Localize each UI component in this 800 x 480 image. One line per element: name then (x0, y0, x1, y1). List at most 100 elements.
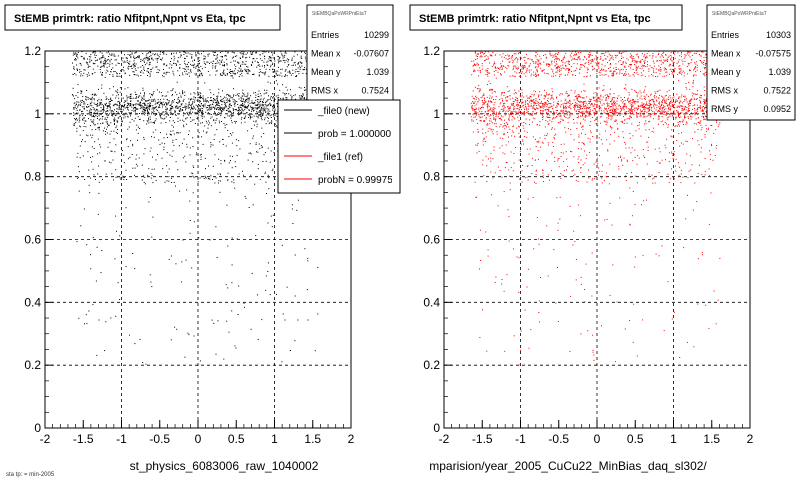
left-scatter-point (170, 90, 172, 92)
right-scatter-point (678, 101, 680, 103)
left-scatter-point (165, 111, 167, 113)
left-scatter-point (215, 65, 217, 67)
right-scatter-point (609, 202, 611, 204)
left-scatter-point (268, 177, 270, 179)
right-scatter-point (507, 54, 509, 56)
left-scatter-point (113, 55, 115, 57)
left-scatter-point (92, 68, 94, 70)
left-scatter-point (243, 302, 245, 304)
left-scatter-point (180, 96, 182, 98)
right-scatter-point (706, 128, 707, 130)
left-scatter-point (269, 82, 271, 84)
left-scatter-point (75, 121, 77, 123)
left-scatter-point (301, 97, 303, 99)
right-scatter-point (518, 53, 519, 55)
left-scatter-point (124, 107, 126, 109)
left-scatter-point (196, 99, 198, 101)
right-scatter-point (687, 177, 689, 179)
left-scatter-point (273, 115, 275, 117)
left-scatter-point (119, 177, 121, 179)
left-scatter-point (105, 173, 107, 175)
right-scatter-point (619, 53, 621, 55)
left-scatter-point (169, 63, 171, 65)
left-scatter-point (198, 237, 200, 239)
right-scatter-point (669, 104, 670, 106)
left-scatter-point (78, 101, 80, 103)
left-scatter-point (154, 108, 156, 110)
left-scatter-point (281, 54, 283, 56)
right-scatter-point (549, 106, 551, 108)
left-scatter-point (152, 92, 154, 94)
left-scatter-point (230, 160, 231, 162)
left-scatter-point (137, 108, 139, 110)
left-scatter-point (113, 112, 115, 114)
left-scatter-point (101, 84, 103, 86)
left-scatter-point (115, 169, 117, 171)
left-scatter-point (230, 61, 232, 63)
right-scatter-point (530, 69, 532, 71)
left-scatter-point (193, 67, 195, 68)
right-scatter-point (603, 110, 605, 112)
left-scatter-point (86, 323, 88, 325)
left-scatter-point (93, 174, 95, 176)
left-scatter-point (123, 62, 125, 64)
left-scatter-point (140, 75, 142, 76)
left-scatter-point (199, 60, 201, 62)
right-scatter-point (687, 63, 689, 65)
left-scatter-point (261, 109, 263, 111)
left-scatter-point (175, 263, 177, 265)
right-scatter-point (671, 112, 672, 114)
left-scatter-point (127, 87, 129, 89)
right-scatter-point (472, 114, 474, 116)
left-scatter-point (242, 105, 244, 107)
right-scatter-point (588, 169, 589, 171)
left-scatter-point (172, 139, 174, 141)
right-scatter-point (673, 243, 674, 245)
left-scatter-point (301, 57, 303, 59)
right-scatter-point (659, 73, 661, 75)
right-scatter-point (485, 155, 487, 157)
left-ytick-label: 0.4 (24, 295, 41, 309)
left-scatter-point (102, 104, 104, 106)
left-scatter-point (238, 110, 240, 112)
right-scatter-point (672, 60, 674, 62)
left-scatter-point (262, 111, 264, 113)
left-scatter-point (174, 122, 176, 124)
right-scatter-point (681, 59, 683, 61)
right-scatter-point (665, 54, 667, 56)
left-scatter-point (184, 105, 186, 107)
left-scatter-point (82, 101, 84, 103)
right-scatter-point (535, 169, 537, 171)
left-scatter-point (195, 74, 197, 76)
left-scatter-point (225, 106, 227, 108)
left-scatter-point (193, 63, 195, 65)
right-scatter-point (523, 112, 525, 114)
left-scatter-point (177, 102, 179, 104)
left-scatter-point (271, 121, 273, 123)
right-scatter-point (535, 66, 537, 68)
left-scatter-point (238, 98, 240, 100)
left-scatter-point (125, 266, 127, 267)
left-scatter-point (294, 94, 296, 96)
left-scatter-point (82, 130, 84, 132)
left-scatter-point (74, 72, 76, 74)
right-scatter-point (694, 67, 696, 69)
left-scatter-point (298, 86, 300, 88)
left-scatter-point (245, 63, 247, 65)
left-scatter-point (130, 140, 132, 142)
right-scatter-point (615, 55, 617, 57)
left-scatter-point (267, 110, 269, 112)
left-scatter-point (227, 98, 228, 100)
left-scatter-point (149, 103, 151, 105)
left-scatter-point (84, 141, 86, 143)
left-scatter-point (89, 109, 91, 111)
right-scatter-point (480, 52, 482, 53)
right-scatter-point (490, 107, 491, 109)
right-scatter-point (632, 99, 633, 101)
left-scatter-point (230, 73, 232, 74)
right-scatter-point (575, 259, 577, 260)
left-scatter-point (284, 319, 286, 321)
left-scatter-point (188, 98, 190, 100)
left-scatter-point (165, 73, 167, 75)
right-scatter-point (565, 69, 567, 71)
